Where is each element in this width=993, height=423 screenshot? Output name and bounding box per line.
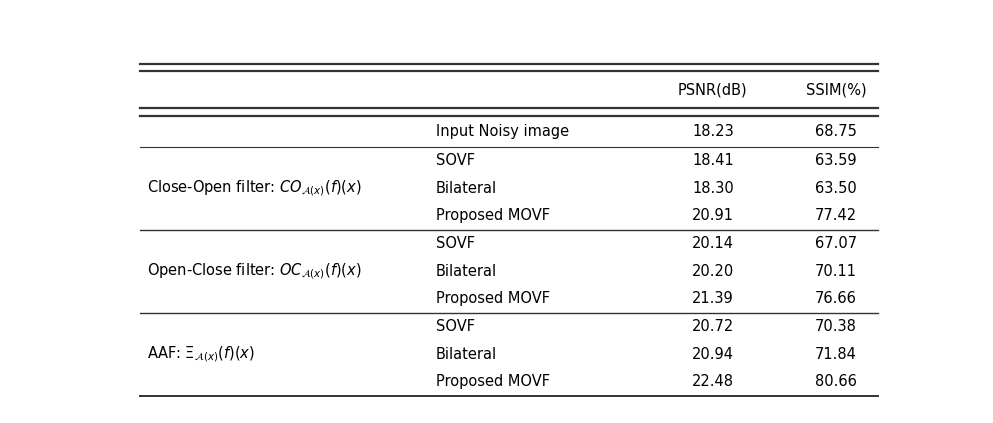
Text: Proposed MOVF: Proposed MOVF [436, 291, 550, 306]
Text: Proposed MOVF: Proposed MOVF [436, 374, 550, 389]
Text: 20.14: 20.14 [692, 236, 734, 251]
Text: 68.75: 68.75 [815, 124, 857, 139]
Text: 20.91: 20.91 [692, 208, 734, 223]
Text: 63.50: 63.50 [815, 181, 857, 195]
Text: PSNR(dB): PSNR(dB) [678, 82, 748, 97]
Text: SOVF: SOVF [436, 319, 475, 334]
Text: SOVF: SOVF [436, 153, 475, 168]
Text: 20.20: 20.20 [692, 264, 734, 279]
Text: 67.07: 67.07 [815, 236, 857, 251]
Text: 77.42: 77.42 [815, 208, 857, 223]
Text: 71.84: 71.84 [815, 347, 857, 362]
Text: Input Noisy image: Input Noisy image [436, 124, 569, 139]
Text: 70.38: 70.38 [815, 319, 857, 334]
Text: Open-Close filter: $OC_{\mathcal{A}(x)}(f)(x)$: Open-Close filter: $OC_{\mathcal{A}(x)}(… [147, 261, 361, 281]
Text: 18.23: 18.23 [692, 124, 734, 139]
Text: 18.41: 18.41 [692, 153, 734, 168]
Text: Close-Open filter: $CO_{\mathcal{A}(x)}(f)(x)$: Close-Open filter: $CO_{\mathcal{A}(x)}(… [147, 178, 361, 198]
Text: 70.11: 70.11 [815, 264, 857, 279]
Text: Bilateral: Bilateral [436, 181, 496, 195]
Text: 21.39: 21.39 [692, 291, 734, 306]
Text: 22.48: 22.48 [692, 374, 734, 389]
Text: SOVF: SOVF [436, 236, 475, 251]
Text: 20.94: 20.94 [692, 347, 734, 362]
Text: 76.66: 76.66 [815, 291, 857, 306]
Text: AAF: $\Xi_{\mathcal{A}(x)}(f)(x)$: AAF: $\Xi_{\mathcal{A}(x)}(f)(x)$ [147, 344, 255, 364]
Text: Bilateral: Bilateral [436, 264, 496, 279]
Text: SSIM(%): SSIM(%) [805, 82, 866, 97]
Text: 18.30: 18.30 [692, 181, 734, 195]
Text: Proposed MOVF: Proposed MOVF [436, 208, 550, 223]
Text: 20.72: 20.72 [692, 319, 734, 334]
Text: Bilateral: Bilateral [436, 347, 496, 362]
Text: 80.66: 80.66 [815, 374, 857, 389]
Text: 63.59: 63.59 [815, 153, 857, 168]
